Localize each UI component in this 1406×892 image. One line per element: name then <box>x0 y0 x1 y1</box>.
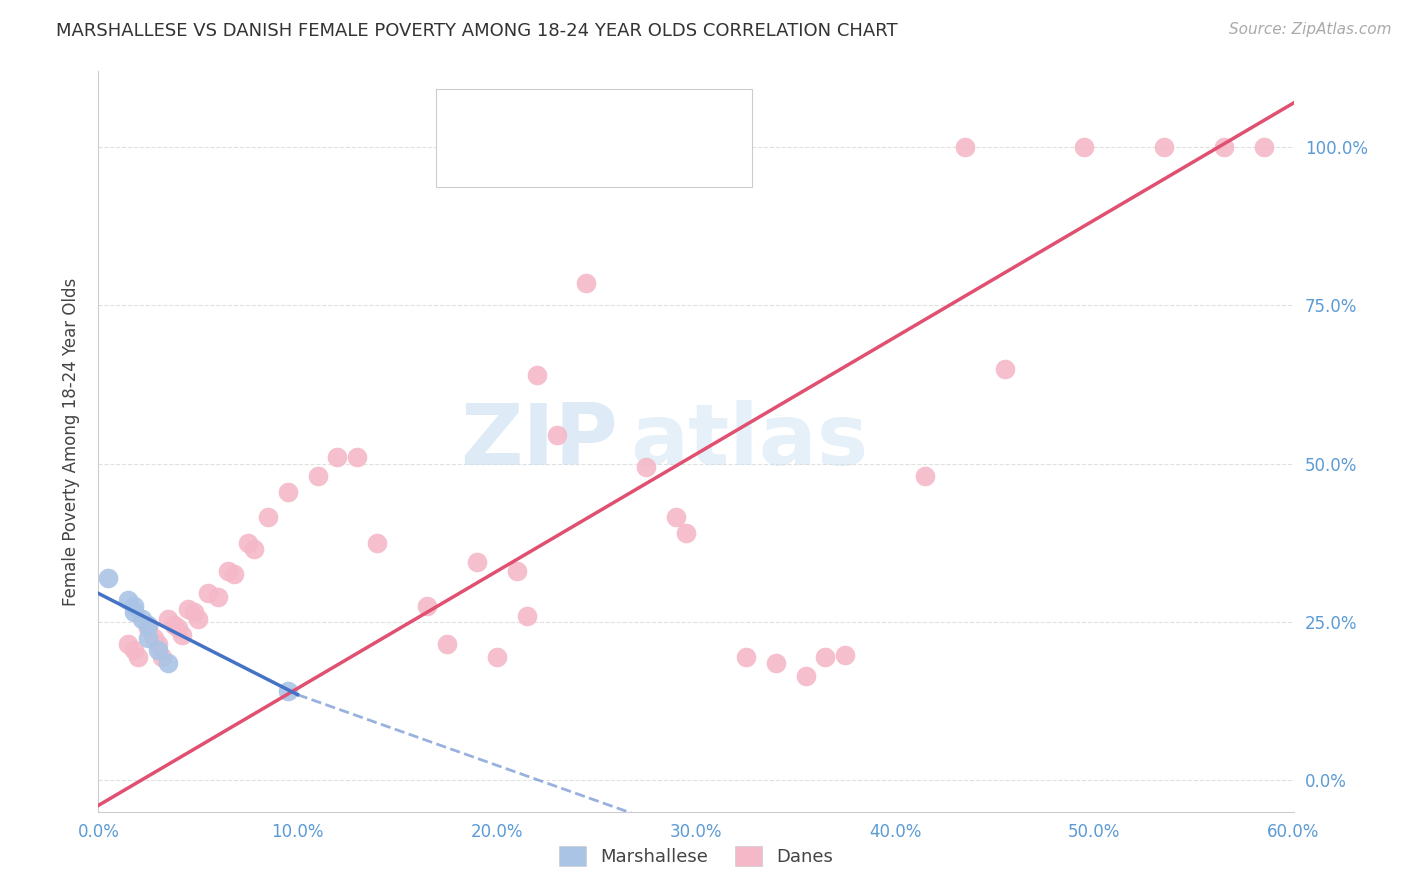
Point <box>506 564 529 578</box>
Point <box>1153 140 1175 154</box>
Legend: Marshallese, Danes: Marshallese, Danes <box>551 838 841 873</box>
Text: 50: 50 <box>673 148 702 167</box>
Point <box>157 656 180 670</box>
Point <box>150 649 173 664</box>
Point <box>117 637 139 651</box>
Text: R =: R = <box>494 110 537 128</box>
Text: 10: 10 <box>673 110 702 128</box>
Point <box>277 485 299 500</box>
Point <box>277 684 299 698</box>
Point <box>575 277 598 291</box>
Text: N =: N = <box>631 110 675 128</box>
Point <box>217 564 239 578</box>
Point <box>136 618 159 632</box>
Point <box>124 599 146 613</box>
Point <box>675 526 697 541</box>
Point <box>143 631 166 645</box>
Point <box>124 606 146 620</box>
Point <box>516 608 538 623</box>
Point <box>1253 140 1275 154</box>
Text: Source: ZipAtlas.com: Source: ZipAtlas.com <box>1229 22 1392 37</box>
Point <box>222 567 245 582</box>
Point <box>177 602 200 616</box>
Point <box>243 542 266 557</box>
Point <box>148 643 170 657</box>
Point <box>436 637 458 651</box>
Point <box>183 606 205 620</box>
Point <box>465 555 488 569</box>
Text: atlas: atlas <box>630 400 869 483</box>
Point <box>1212 140 1234 154</box>
Text: MARSHALLESE VS DANISH FEMALE POVERTY AMONG 18-24 YEAR OLDS CORRELATION CHART: MARSHALLESE VS DANISH FEMALE POVERTY AMO… <box>56 22 898 40</box>
Text: R =: R = <box>494 148 543 167</box>
Point <box>636 459 658 474</box>
Point <box>207 590 229 604</box>
Point <box>366 536 388 550</box>
Point <box>994 361 1017 376</box>
Point <box>187 612 209 626</box>
Point <box>157 612 180 626</box>
Point <box>163 618 186 632</box>
Point <box>307 469 329 483</box>
Point <box>131 612 153 626</box>
Point <box>834 648 856 662</box>
Point <box>526 368 548 383</box>
Point <box>148 637 170 651</box>
Point <box>127 649 149 664</box>
Bar <box>454 143 482 172</box>
Point <box>117 592 139 607</box>
Point <box>346 450 368 465</box>
Point <box>794 668 817 682</box>
Point <box>416 599 439 613</box>
Y-axis label: Female Poverty Among 18-24 Year Olds: Female Poverty Among 18-24 Year Olds <box>62 277 80 606</box>
Text: N =: N = <box>631 148 675 167</box>
Point <box>953 140 976 154</box>
Point <box>236 536 259 550</box>
Text: -0.567: -0.567 <box>537 110 606 128</box>
Text: ZIP: ZIP <box>461 400 619 483</box>
Point <box>1073 140 1095 154</box>
Bar <box>454 104 482 134</box>
Point <box>197 586 219 600</box>
Point <box>914 469 936 483</box>
Point <box>172 627 194 641</box>
Point <box>734 649 756 664</box>
Point <box>136 621 159 635</box>
Point <box>97 571 120 585</box>
Point <box>256 510 278 524</box>
Point <box>124 643 146 657</box>
Point <box>546 428 568 442</box>
Point <box>167 621 190 635</box>
Point <box>136 631 159 645</box>
Point <box>814 649 837 664</box>
Point <box>665 510 688 524</box>
Text: 0.707: 0.707 <box>537 148 598 167</box>
Point <box>485 649 508 664</box>
Point <box>326 450 349 465</box>
Point <box>765 656 787 670</box>
